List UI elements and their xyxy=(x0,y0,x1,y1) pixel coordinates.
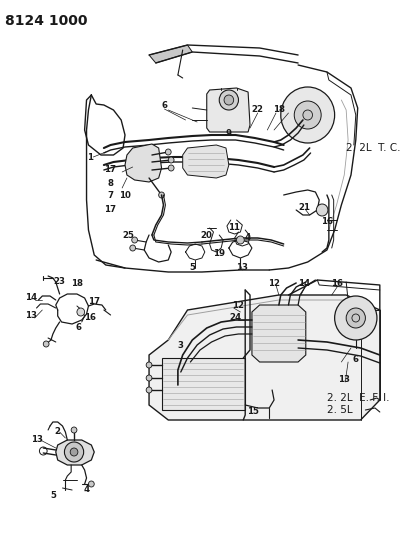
Circle shape xyxy=(71,427,77,433)
Text: 19: 19 xyxy=(213,248,225,257)
Text: 8: 8 xyxy=(107,179,113,188)
Circle shape xyxy=(146,375,152,381)
Text: 24: 24 xyxy=(229,313,241,322)
Circle shape xyxy=(302,110,312,120)
Circle shape xyxy=(146,387,152,393)
Text: 25: 25 xyxy=(121,231,133,240)
Text: 2. 2L  E. F. I.: 2. 2L E. F. I. xyxy=(326,393,389,403)
Text: 13: 13 xyxy=(236,262,248,271)
Text: 7: 7 xyxy=(107,190,113,199)
Text: 10: 10 xyxy=(119,190,130,199)
Circle shape xyxy=(280,87,334,143)
Circle shape xyxy=(158,192,164,198)
Text: 2: 2 xyxy=(54,427,61,437)
Text: 13: 13 xyxy=(30,435,43,445)
Circle shape xyxy=(131,237,137,243)
Circle shape xyxy=(165,149,171,155)
Text: 11: 11 xyxy=(227,223,239,232)
Text: 3: 3 xyxy=(178,341,183,350)
Text: 4: 4 xyxy=(83,486,90,495)
Text: 5: 5 xyxy=(50,490,56,499)
Text: 13: 13 xyxy=(337,376,349,384)
Text: 23: 23 xyxy=(54,278,65,287)
Text: 2. 2L  T. C.: 2. 2L T. C. xyxy=(345,143,400,153)
Polygon shape xyxy=(149,45,192,63)
Text: 2. 5L: 2. 5L xyxy=(326,405,352,415)
Circle shape xyxy=(294,101,320,129)
Circle shape xyxy=(334,296,376,340)
Text: 21: 21 xyxy=(298,204,310,213)
Text: 17: 17 xyxy=(104,206,116,214)
Polygon shape xyxy=(206,88,249,132)
Circle shape xyxy=(219,90,238,110)
Circle shape xyxy=(168,157,174,163)
Circle shape xyxy=(316,204,327,216)
Text: 17: 17 xyxy=(104,166,116,174)
Text: 13: 13 xyxy=(25,311,37,320)
Text: 8124 1000: 8124 1000 xyxy=(5,14,87,28)
Text: 17: 17 xyxy=(88,297,100,306)
Text: 18: 18 xyxy=(71,279,83,288)
Circle shape xyxy=(64,442,83,462)
Circle shape xyxy=(146,362,152,368)
Circle shape xyxy=(223,95,233,105)
Text: 9: 9 xyxy=(225,128,231,138)
Circle shape xyxy=(351,314,359,322)
Text: 16: 16 xyxy=(320,217,332,227)
Text: 22: 22 xyxy=(251,106,263,115)
Text: 16: 16 xyxy=(330,279,342,287)
Polygon shape xyxy=(251,305,305,362)
Text: 6: 6 xyxy=(76,324,82,333)
Polygon shape xyxy=(56,440,94,465)
Text: 14: 14 xyxy=(25,294,37,303)
Circle shape xyxy=(77,308,84,316)
Text: 4: 4 xyxy=(243,233,249,243)
Text: 20: 20 xyxy=(200,230,212,239)
Polygon shape xyxy=(182,145,228,178)
Circle shape xyxy=(236,236,244,244)
Text: 12: 12 xyxy=(267,279,279,287)
Circle shape xyxy=(345,308,364,328)
Text: 14: 14 xyxy=(297,279,309,287)
Circle shape xyxy=(43,341,49,347)
Text: 1: 1 xyxy=(87,152,93,161)
Text: 6: 6 xyxy=(161,101,167,110)
Text: 12: 12 xyxy=(232,301,244,310)
Text: 6: 6 xyxy=(352,356,358,365)
Text: 16: 16 xyxy=(84,313,96,322)
Polygon shape xyxy=(149,295,379,420)
Text: 5: 5 xyxy=(189,263,195,272)
Text: 15: 15 xyxy=(246,408,258,416)
Circle shape xyxy=(88,481,94,487)
Polygon shape xyxy=(125,144,161,182)
Polygon shape xyxy=(161,358,245,410)
Text: 18: 18 xyxy=(272,106,284,115)
Circle shape xyxy=(70,448,78,456)
Circle shape xyxy=(168,165,174,171)
Circle shape xyxy=(130,245,135,251)
